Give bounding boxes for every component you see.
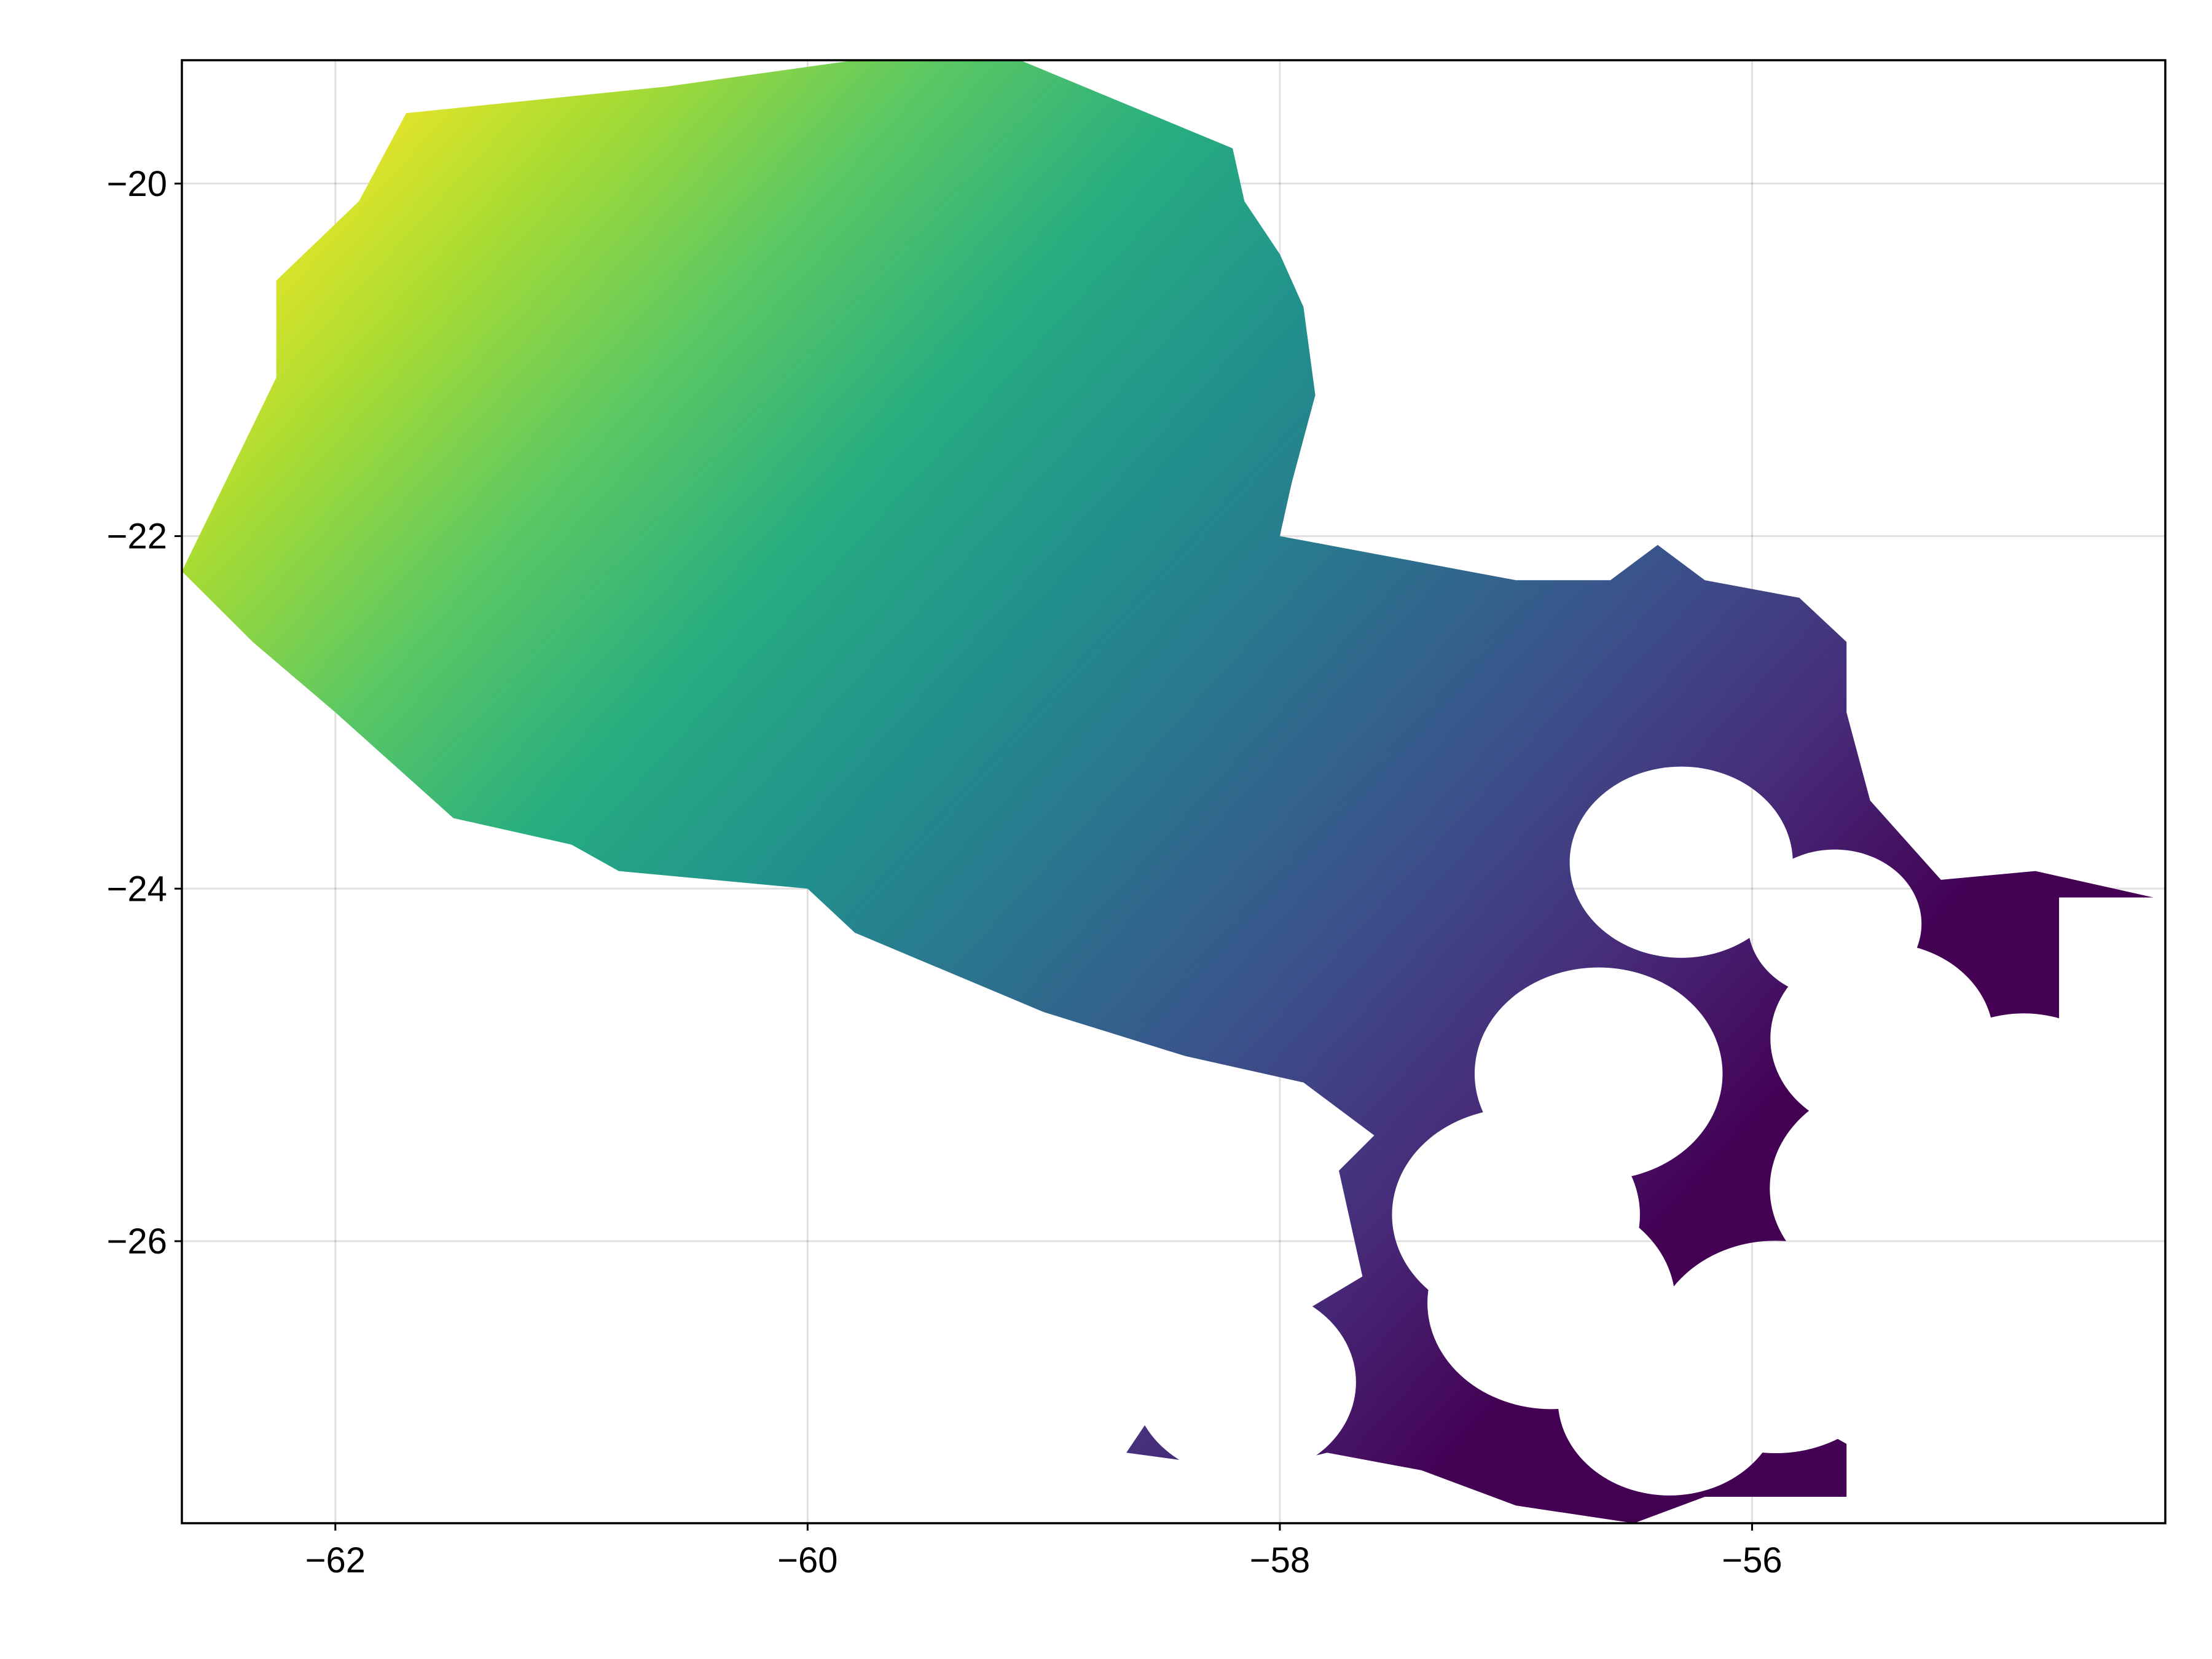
x-tick-label: −60 [777,1540,837,1580]
x-tick-label: −56 [1722,1540,1782,1580]
y-tick-label: −20 [107,164,167,204]
y-tick-label: −26 [107,1222,167,1261]
x-tick-labels: −62 −60 −58 −56 [305,1540,1783,1580]
axis-frame [181,59,2167,1524]
region-heatmap [182,60,2154,1523]
x-tick-label: −62 [305,1540,366,1580]
y-tick-label: −22 [107,517,167,557]
y-tick-labels: −20 −22 −24 −26 [107,164,167,1261]
tick-marks [175,182,1753,1531]
x-tick-label: −58 [1250,1540,1310,1580]
y-tick-label: −24 [107,869,167,909]
